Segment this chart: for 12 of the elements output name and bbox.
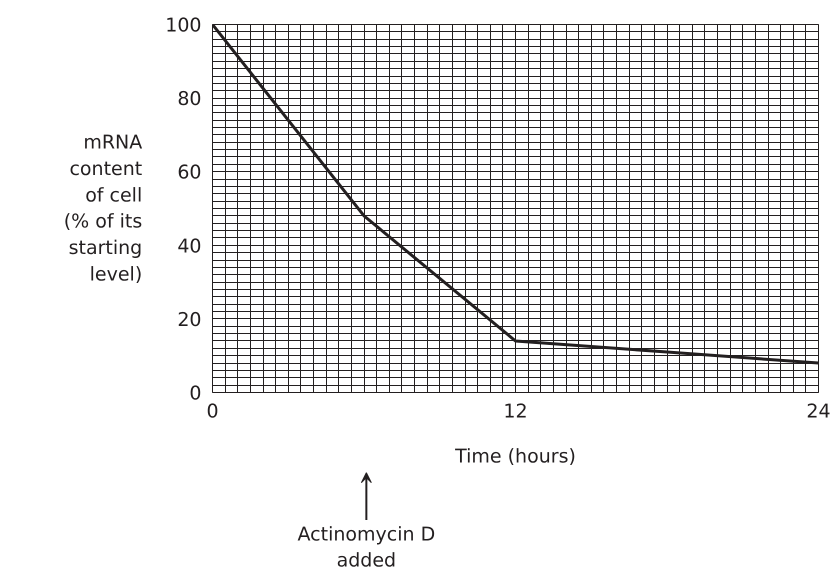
- y-tick-label: 80: [177, 88, 202, 110]
- x-tick-label: 0: [206, 400, 219, 422]
- x-tick-label: 12: [503, 400, 528, 422]
- y-tick-label: 60: [177, 162, 202, 184]
- y-tick-label: 0: [189, 382, 202, 404]
- x-tick-label: 24: [806, 400, 831, 422]
- y-tick-label: 40: [177, 235, 202, 258]
- x-axis-title: Time (hours): [454, 446, 576, 468]
- text: Actinomycin D added: [298, 523, 436, 572]
- y-axis-title: mRNA content of cell (% of its starting level): [64, 132, 142, 286]
- y-tick-label: 20: [177, 308, 202, 331]
- y-tick-label: 100: [165, 14, 202, 36]
